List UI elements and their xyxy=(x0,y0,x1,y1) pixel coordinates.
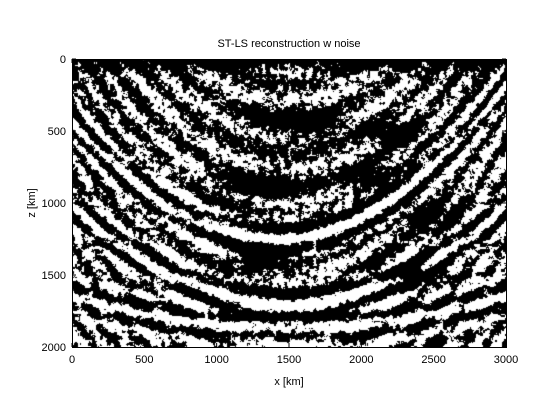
plot-area xyxy=(72,59,507,348)
x-tick-label: 3000 xyxy=(494,354,518,366)
x-tick-label: 2500 xyxy=(421,354,445,366)
y-tick-label: 0 xyxy=(60,54,66,66)
chart-title: ST-LS reconstruction w noise xyxy=(217,38,360,50)
x-tick-label: 2000 xyxy=(349,354,373,366)
y-tick-label: 2000 xyxy=(42,342,66,354)
x-tick-label: 1500 xyxy=(277,354,301,366)
y-tick-label: 1500 xyxy=(42,270,66,282)
y-tick-label: 500 xyxy=(48,126,66,138)
heatmap-image xyxy=(72,59,506,347)
y-axis-label: z [km] xyxy=(26,188,38,217)
x-axis: 0 500 1000 1500 2000 2500 3000 xyxy=(69,59,518,366)
y-tick-label: 1000 xyxy=(42,198,66,210)
y-axis: 0 500 1000 1500 2000 xyxy=(42,54,506,354)
x-tick-label: 0 xyxy=(69,354,75,366)
x-tick-label: 500 xyxy=(135,354,153,366)
x-axis-label: x [km] xyxy=(274,376,303,388)
x-tick-label: 1000 xyxy=(204,354,228,366)
